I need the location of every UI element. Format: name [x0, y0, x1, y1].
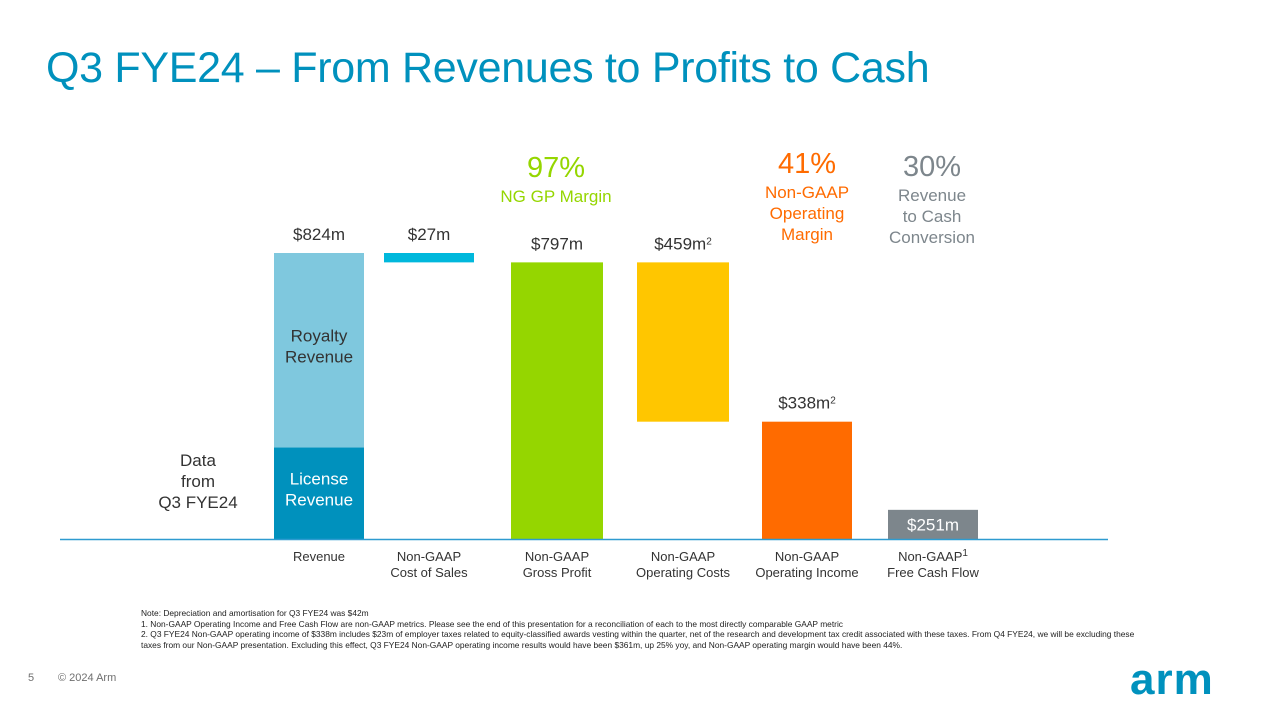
waterfall-chart: License Revenue Royalty Revenue $824m Revenue… [60, 225, 1108, 580]
gross-margin-label: NG GP Margin [500, 187, 612, 206]
cash-conversion-callout: 30% Revenue to Cash Conversion [862, 149, 1002, 248]
side-note-line-0: Data [180, 451, 216, 470]
side-note-line-2: Q3 FYE24 [158, 493, 237, 512]
cash-conversion-label-2: to Cash [902, 207, 962, 226]
category-label-0-0: Revenue [293, 549, 345, 564]
segment-label-royalty-revenue-1: Revenue [285, 348, 353, 367]
data-label-5: $251m [907, 515, 959, 534]
footnotes: Note: Depreciation and amortisation for … [141, 608, 1136, 650]
bar-1 [384, 253, 474, 263]
copyright: © 2024 Arm [58, 672, 117, 684]
page-number: 5 [28, 672, 35, 684]
bar-3 [637, 262, 729, 422]
category-label-3-0: Non-GAAP [651, 549, 715, 564]
gross-margin-callout: 97% NG GP Margin [486, 150, 626, 207]
bar-2 [511, 262, 603, 539]
operating-margin-value: 41% [777, 148, 837, 180]
bar-royalty-revenue [274, 253, 364, 448]
category-label-2-0: Non-GAAP [525, 549, 589, 564]
operating-margin-callout: 41% Non-GAAP Operating Margin [737, 146, 877, 245]
slide-title: Q3 FYE24 – From Revenues to Profits to C… [46, 44, 930, 92]
category-label-1-1: Cost of Sales [390, 565, 468, 580]
side-note-line-1: from [181, 472, 215, 491]
category-label-5-0: Non-GAAP1 [898, 548, 968, 565]
bar-license-revenue [274, 447, 364, 539]
data-label-4: $338m2 [778, 394, 836, 413]
category-label-5-1: Free Cash Flow [887, 565, 979, 580]
operating-margin-label-2: Operating [769, 204, 845, 223]
cash-conversion-value: 30% [902, 151, 962, 183]
cash-conversion-label-3: Conversion [889, 228, 975, 247]
operating-margin-label-1: Non-GAAP [764, 183, 850, 202]
category-label-2-1: Gross Profit [523, 565, 592, 580]
category-label-1-0: Non-GAAP [397, 549, 461, 564]
data-label-3: $459m2 [654, 234, 712, 253]
category-label-3-1: Operating Costs [636, 565, 730, 580]
category-label-4-0: Non-GAAP [775, 549, 839, 564]
data-label-2: $797m [531, 234, 583, 253]
arm-logo-text: arm [1130, 655, 1214, 702]
segment-label-royalty-revenue-0: Royalty [291, 327, 348, 346]
gross-margin-value: 97% [526, 152, 586, 184]
category-label-4-1: Operating Income [755, 565, 858, 580]
data-label-1: $27m [408, 225, 451, 244]
segment-label-license-revenue-0: License [290, 470, 349, 489]
operating-margin-label-3: Margin [781, 225, 833, 244]
data-label-0: $824m [293, 225, 345, 244]
bar-5 [888, 509, 978, 539]
arm-logo: arm [1130, 655, 1214, 702]
bar-4 [762, 421, 852, 539]
footnote-2: 2. Q3 FYE24 Non-GAAP operating income of… [141, 629, 1135, 650]
footnote-note: Note: Depreciation and amortisation for … [141, 608, 369, 618]
footnote-1: 1. Non-GAAP Operating Income and Free Ca… [141, 618, 843, 629]
cash-conversion-label-1: Revenue [897, 186, 967, 205]
segment-label-license-revenue-1: Revenue [285, 491, 353, 510]
